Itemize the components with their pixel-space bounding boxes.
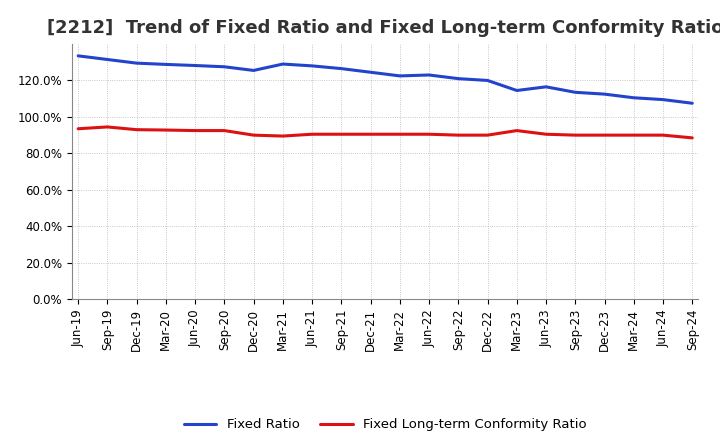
Fixed Ratio [337,66,346,71]
Title: [2212]  Trend of Fixed Ratio and Fixed Long-term Conformity Ratio: [2212] Trend of Fixed Ratio and Fixed Lo… [47,19,720,37]
Fixed Long-term Conformity Ratio [191,128,199,133]
Fixed Long-term Conformity Ratio [395,132,404,137]
Line: Fixed Long-term Conformity Ratio: Fixed Long-term Conformity Ratio [78,127,692,138]
Fixed Long-term Conformity Ratio [279,133,287,139]
Fixed Long-term Conformity Ratio [688,135,696,140]
Fixed Long-term Conformity Ratio [307,132,316,137]
Fixed Long-term Conformity Ratio [337,132,346,137]
Fixed Ratio [191,63,199,68]
Fixed Ratio [161,62,170,67]
Fixed Long-term Conformity Ratio [425,132,433,137]
Fixed Ratio [425,72,433,77]
Fixed Ratio [454,76,463,81]
Fixed Ratio [483,78,492,83]
Fixed Long-term Conformity Ratio [366,132,375,137]
Fixed Long-term Conformity Ratio [571,132,580,138]
Fixed Ratio [74,53,83,59]
Fixed Long-term Conformity Ratio [629,132,638,138]
Fixed Long-term Conformity Ratio [513,128,521,133]
Fixed Ratio [629,95,638,100]
Fixed Long-term Conformity Ratio [74,126,83,132]
Fixed Long-term Conformity Ratio [600,132,609,138]
Fixed Ratio [688,101,696,106]
Fixed Long-term Conformity Ratio [249,132,258,138]
Legend: Fixed Ratio, Fixed Long-term Conformity Ratio: Fixed Ratio, Fixed Long-term Conformity … [179,413,592,436]
Fixed Ratio [220,64,229,70]
Fixed Ratio [307,63,316,69]
Fixed Long-term Conformity Ratio [161,128,170,133]
Fixed Ratio [600,92,609,97]
Fixed Ratio [249,68,258,73]
Fixed Long-term Conformity Ratio [454,132,463,138]
Fixed Ratio [571,90,580,95]
Fixed Ratio [513,88,521,93]
Fixed Long-term Conformity Ratio [220,128,229,133]
Fixed Ratio [659,97,667,102]
Fixed Long-term Conformity Ratio [541,132,550,137]
Fixed Ratio [395,73,404,78]
Line: Fixed Ratio: Fixed Ratio [78,56,692,103]
Fixed Ratio [279,62,287,67]
Fixed Ratio [366,70,375,75]
Fixed Long-term Conformity Ratio [132,127,141,132]
Fixed Ratio [541,84,550,89]
Fixed Ratio [103,57,112,62]
Fixed Long-term Conformity Ratio [659,132,667,138]
Fixed Ratio [132,60,141,66]
Fixed Long-term Conformity Ratio [483,132,492,138]
Fixed Long-term Conformity Ratio [103,124,112,129]
